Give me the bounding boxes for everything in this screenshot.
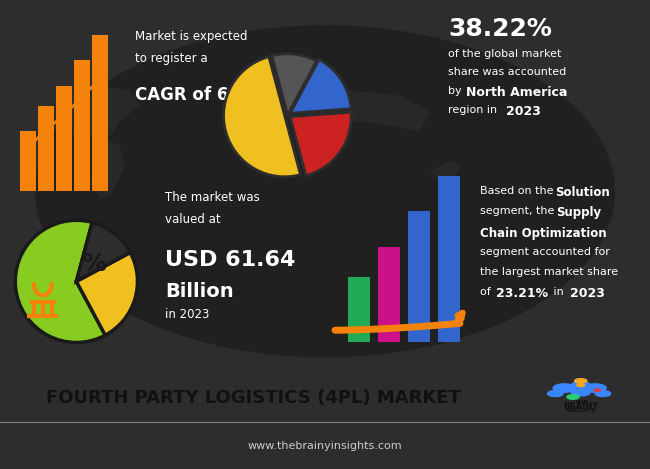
Text: by: by bbox=[448, 85, 465, 96]
Bar bbox=[38, 106, 54, 191]
Bar bbox=[74, 61, 90, 191]
Text: the largest market share: the largest market share bbox=[480, 267, 618, 277]
Wedge shape bbox=[290, 112, 351, 176]
Polygon shape bbox=[60, 85, 140, 141]
Circle shape bbox=[594, 389, 601, 392]
Text: in: in bbox=[550, 287, 567, 297]
Circle shape bbox=[60, 111, 68, 119]
Text: North America: North America bbox=[466, 85, 567, 98]
Circle shape bbox=[575, 378, 587, 383]
Text: The market was: The market was bbox=[165, 191, 260, 204]
Text: to register a: to register a bbox=[135, 53, 207, 65]
Bar bbox=[438, 176, 460, 342]
Text: of: of bbox=[480, 287, 494, 297]
Text: 38.22%: 38.22% bbox=[448, 17, 552, 41]
Text: share was accounted: share was accounted bbox=[448, 68, 566, 77]
Wedge shape bbox=[290, 60, 351, 113]
Text: Chain Optimization: Chain Optimization bbox=[480, 227, 606, 240]
Bar bbox=[92, 35, 108, 191]
Text: BRAINY: BRAINY bbox=[563, 402, 599, 411]
Text: FOURTH PARTY LOGISTICS (4PL) MARKET: FOURTH PARTY LOGISTICS (4PL) MARKET bbox=[46, 389, 460, 407]
Text: valued at: valued at bbox=[165, 213, 220, 227]
Text: in 2023: in 2023 bbox=[165, 308, 209, 321]
Wedge shape bbox=[77, 222, 130, 281]
Text: www.thebrainyinsights.com: www.thebrainyinsights.com bbox=[248, 440, 402, 451]
Text: Supply: Supply bbox=[556, 206, 601, 219]
Circle shape bbox=[571, 389, 590, 396]
Wedge shape bbox=[224, 57, 300, 177]
Bar bbox=[348, 277, 370, 342]
Ellipse shape bbox=[35, 25, 615, 357]
Text: Solution: Solution bbox=[555, 186, 610, 199]
Circle shape bbox=[595, 391, 610, 397]
Text: Billion: Billion bbox=[165, 282, 233, 301]
Circle shape bbox=[547, 391, 563, 397]
Wedge shape bbox=[77, 252, 137, 335]
Text: THE: THE bbox=[574, 400, 588, 405]
Circle shape bbox=[577, 384, 584, 386]
Text: segment, the: segment, the bbox=[480, 206, 558, 216]
Bar bbox=[20, 131, 36, 191]
Text: 2023: 2023 bbox=[570, 287, 605, 300]
Text: Market is expected: Market is expected bbox=[135, 30, 248, 43]
Polygon shape bbox=[310, 91, 430, 131]
Circle shape bbox=[42, 126, 50, 134]
Polygon shape bbox=[255, 106, 285, 156]
Circle shape bbox=[567, 394, 579, 399]
Polygon shape bbox=[90, 141, 125, 198]
Wedge shape bbox=[16, 220, 105, 342]
Circle shape bbox=[553, 384, 575, 392]
Bar bbox=[378, 247, 400, 342]
Wedge shape bbox=[272, 54, 317, 115]
Bar bbox=[56, 85, 72, 191]
Bar bbox=[408, 212, 430, 342]
Circle shape bbox=[24, 144, 32, 152]
Circle shape bbox=[96, 75, 104, 83]
Text: 2023: 2023 bbox=[506, 105, 541, 118]
Circle shape bbox=[571, 382, 590, 389]
Text: region in: region in bbox=[448, 105, 500, 115]
Text: Based on the: Based on the bbox=[480, 186, 557, 196]
Text: 23.21%: 23.21% bbox=[496, 287, 548, 300]
Polygon shape bbox=[270, 81, 310, 111]
Circle shape bbox=[584, 384, 606, 392]
Text: USD 61.64: USD 61.64 bbox=[165, 250, 295, 270]
Polygon shape bbox=[430, 161, 460, 180]
Text: INSIGHTS: INSIGHTS bbox=[566, 408, 595, 413]
Text: of the global market: of the global market bbox=[448, 49, 562, 60]
Text: segment accounted for: segment accounted for bbox=[480, 247, 610, 257]
Text: %: % bbox=[81, 252, 106, 276]
Text: CAGR of 6.70%: CAGR of 6.70% bbox=[135, 85, 274, 104]
Circle shape bbox=[78, 93, 86, 101]
